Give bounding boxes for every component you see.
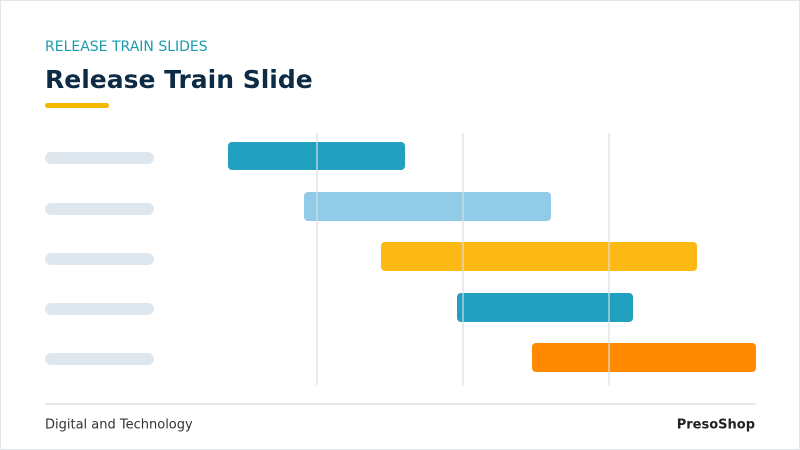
label-placeholder xyxy=(45,203,154,215)
release-bar xyxy=(457,293,633,322)
release-bar xyxy=(381,242,697,271)
footer-left: Digital and Technology xyxy=(45,418,193,433)
label-placeholder xyxy=(45,152,154,164)
footer-brand: PresoShop xyxy=(677,418,755,433)
release-bar xyxy=(304,192,551,221)
title-underline xyxy=(45,103,109,108)
label-placeholder xyxy=(45,253,154,265)
release-bar xyxy=(532,343,756,372)
row-labels xyxy=(45,152,154,365)
timeline-grid xyxy=(316,133,610,385)
eyebrow: RELEASE TRAIN SLIDES xyxy=(45,39,208,55)
label-placeholder xyxy=(45,303,154,315)
label-placeholder xyxy=(45,353,154,365)
title: Release Train Slide xyxy=(45,65,313,94)
